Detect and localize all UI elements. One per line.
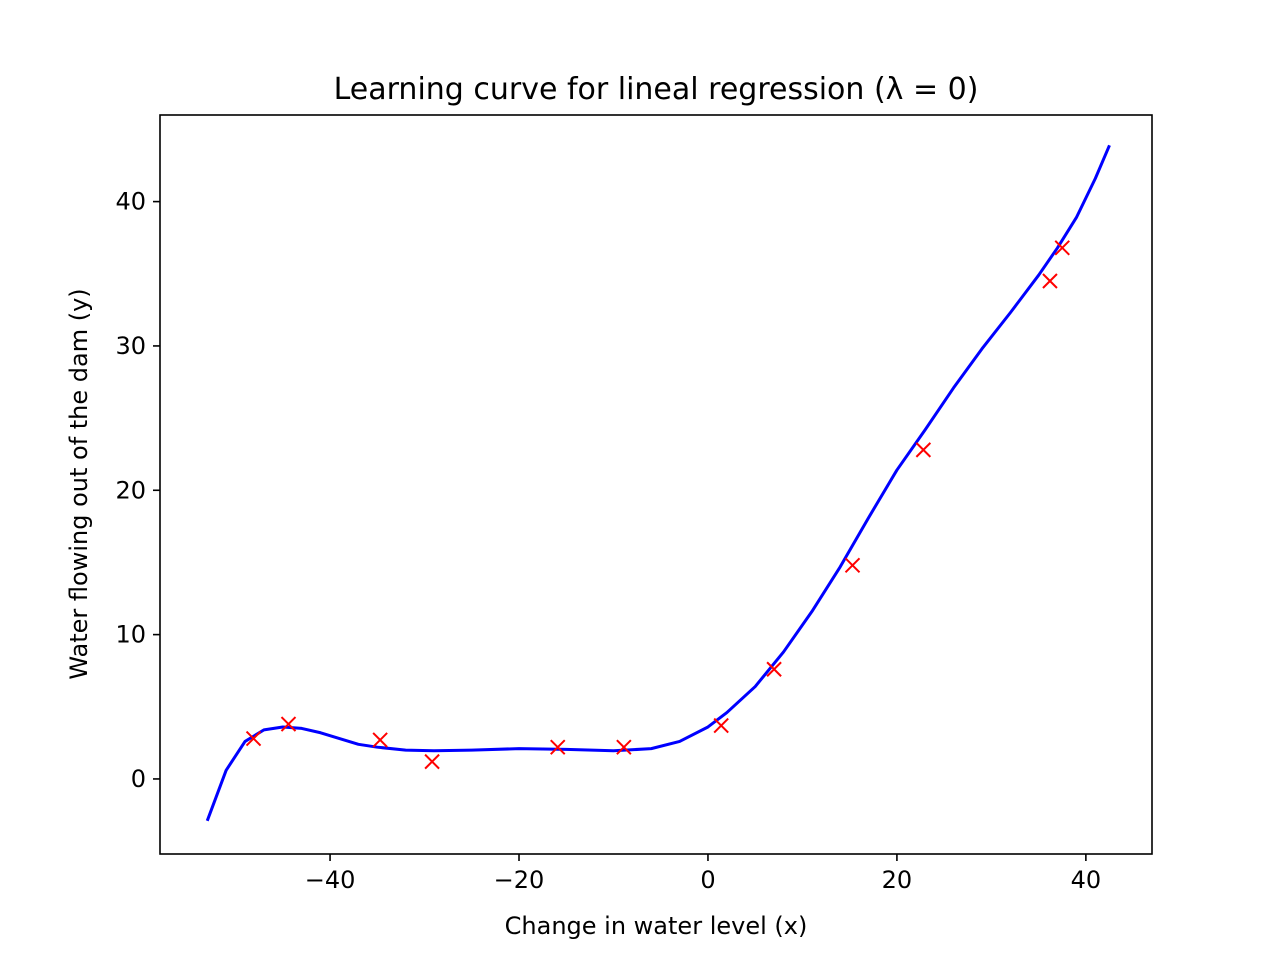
x-tick-label: −20 <box>494 866 545 894</box>
x-tick-label: 40 <box>1071 866 1102 894</box>
data-point-marker <box>616 739 632 755</box>
data-point-marker <box>550 739 566 755</box>
y-axis-label: Water flowing out of the dam (y) <box>65 288 93 679</box>
x-tick-label: 20 <box>882 866 913 894</box>
x-axis-ticks: −40 −20 0 20 40 <box>305 854 1101 894</box>
x-axis-label: Change in water level (x) <box>505 912 808 940</box>
x-tick-label: 0 <box>700 866 715 894</box>
y-tick-label: 30 <box>115 332 146 360</box>
data-point-marker <box>713 717 729 734</box>
y-tick-label: 40 <box>115 188 146 216</box>
axes-frame <box>159 114 1153 855</box>
data-point-marker <box>844 557 861 574</box>
data-point-marker <box>766 661 782 677</box>
data-point-marker <box>915 442 932 458</box>
x-tick-label: −40 <box>305 866 356 894</box>
data-point-marker <box>1054 240 1070 256</box>
data-point-marker <box>245 730 262 747</box>
y-tick-label: 20 <box>115 476 146 504</box>
y-tick-label: 10 <box>115 621 146 649</box>
plot-area <box>205 144 1111 822</box>
data-point-marker <box>280 716 297 732</box>
fit-curve-line <box>205 144 1111 822</box>
data-point-marker <box>1042 273 1058 289</box>
y-tick-label: 0 <box>131 765 146 793</box>
y-axis-ticks: 0 10 20 30 40 <box>115 188 160 793</box>
chart-title: Learning curve for lineal regression (λ … <box>334 72 979 107</box>
data-point-marker <box>372 732 388 748</box>
data-point-marker <box>424 753 440 770</box>
